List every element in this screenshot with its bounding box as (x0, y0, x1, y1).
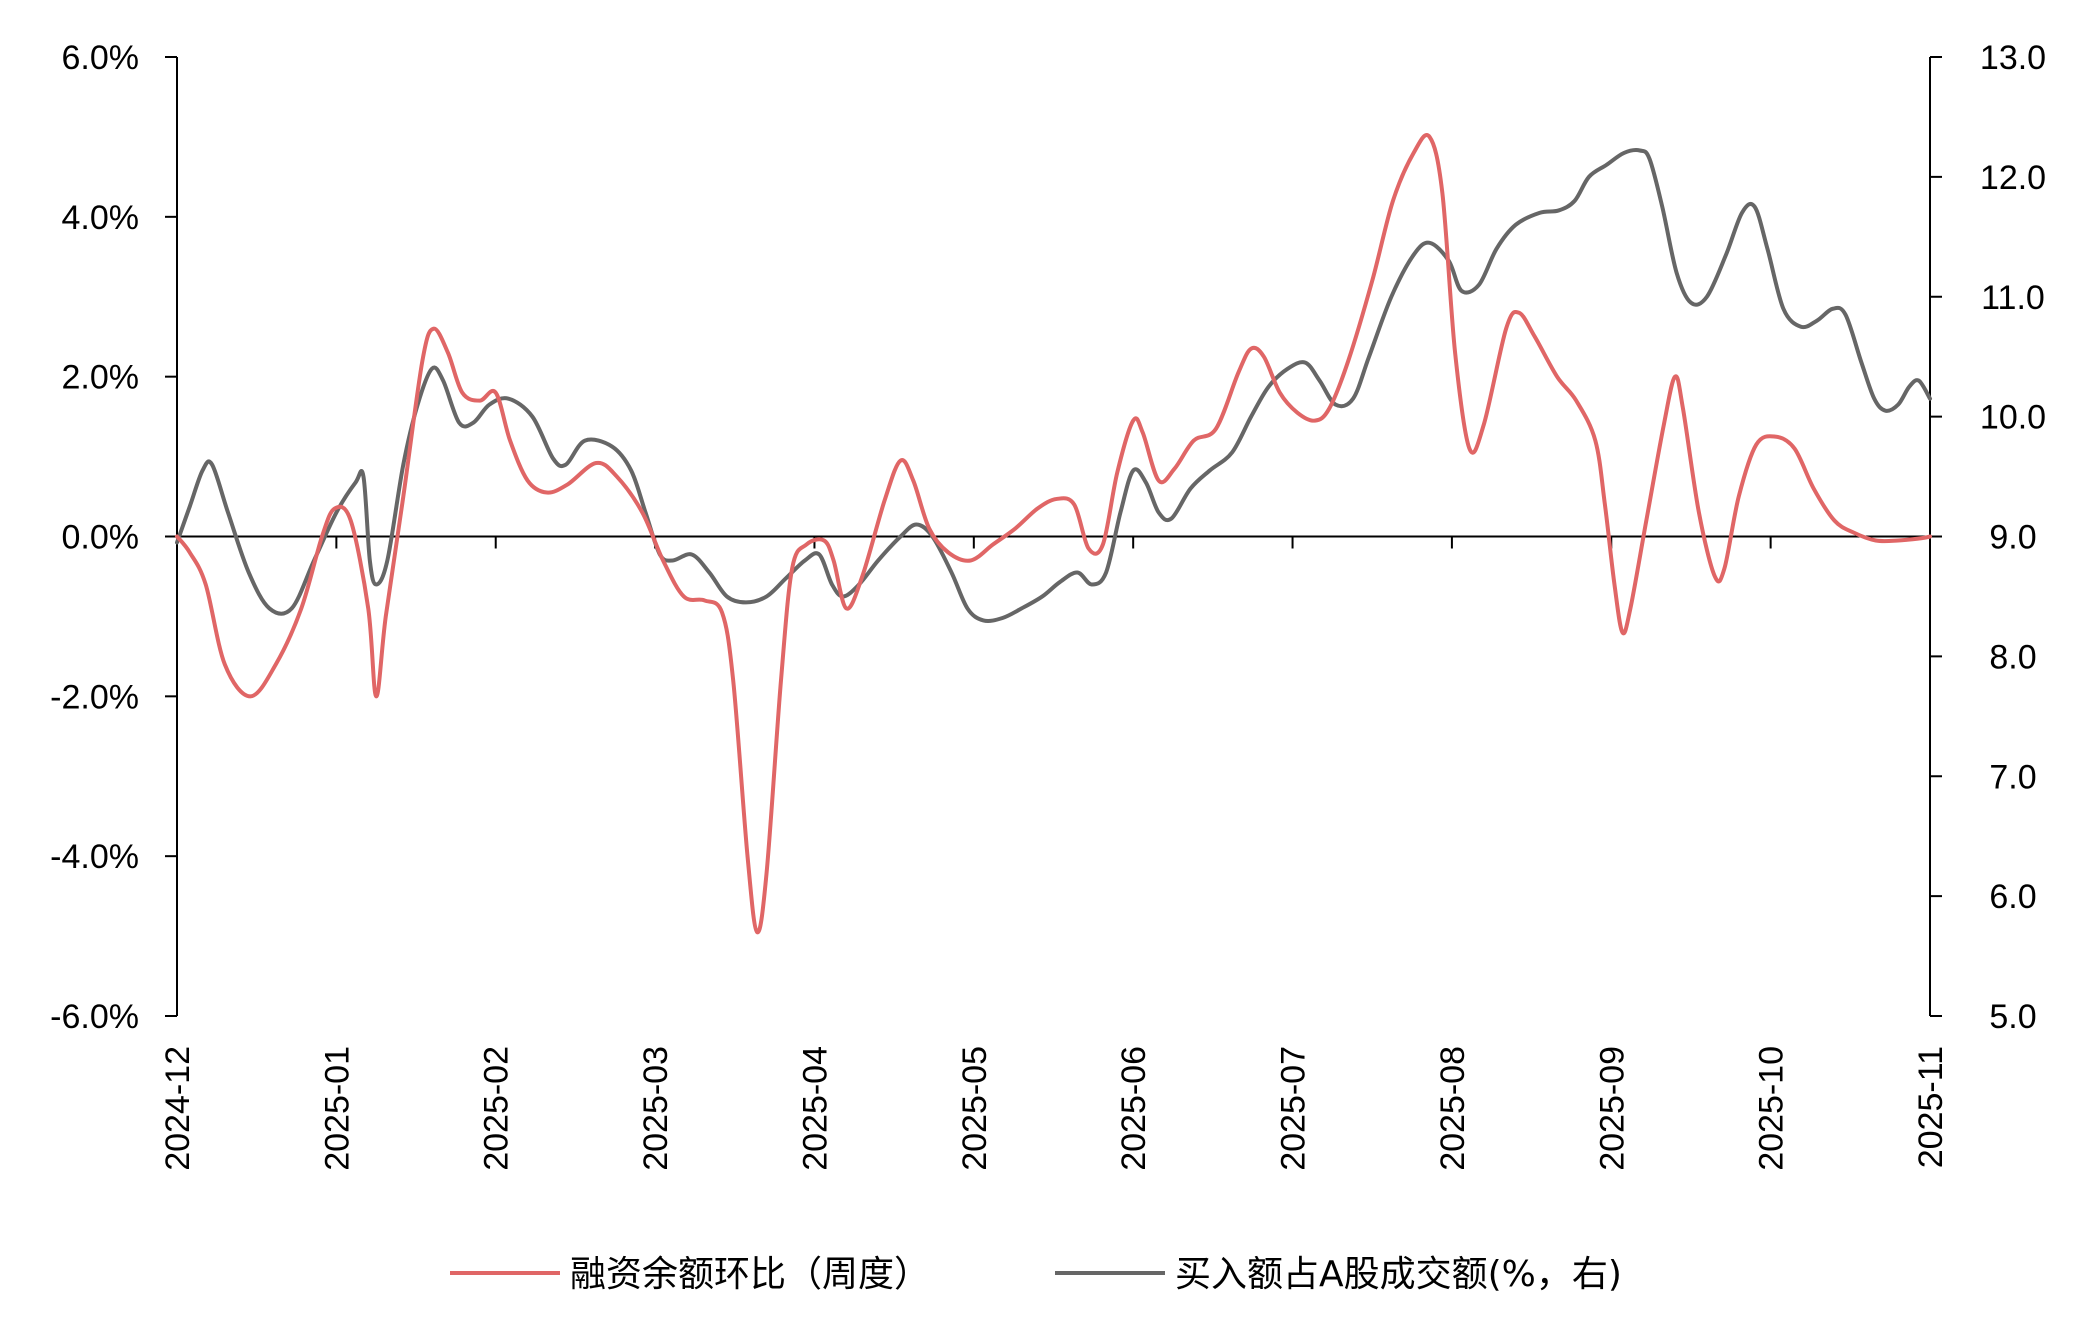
left-tick-label: 6.0% (62, 39, 140, 77)
x-tick-label: 2025-09 (1593, 1046, 1631, 1171)
x-tick-label: 2025-06 (1115, 1046, 1153, 1171)
left-tick-label: -4.0% (50, 838, 139, 876)
left-tick-label: 2.0% (62, 359, 140, 397)
x-tick-label: 2025-07 (1275, 1046, 1313, 1171)
x-tick-label: 2025-10 (1753, 1046, 1791, 1171)
right-tick-label: 8.0 (1989, 638, 2036, 676)
x-tick-label: 2025-01 (318, 1046, 356, 1171)
right-tick-label: 5.0 (1989, 998, 2036, 1036)
x-tick-label: 2025-05 (956, 1046, 994, 1171)
right-tick-label: 6.0 (1989, 878, 2036, 916)
x-tick-label: 2024-12 (159, 1046, 197, 1171)
series-line-financing-change (175, 133, 1932, 935)
legend: 融资余额环比（周度） 买入额占A股成交额(%，右) (450, 1254, 1622, 1295)
right-tick-label: 10.0 (1980, 399, 2046, 437)
x-axis-ticks: 2024-12 2025-01 2025-02 2025-03 2025-04 2025-… (159, 536, 1950, 1171)
right-tick-label: 7.0 (1989, 758, 2036, 796)
left-tick-label: 4.0% (62, 199, 140, 237)
x-tick-label: 2025-08 (1434, 1046, 1472, 1171)
legend-label-buy-share: 买入额占A股成交额(%，右) (1175, 1254, 1622, 1295)
axes (176, 57, 1931, 1016)
legend-label-financing-change: 融资余额环比（周度） (570, 1254, 930, 1295)
x-tick-label: 2025-11 (1912, 1046, 1950, 1168)
x-tick-label: 2025-04 (796, 1046, 834, 1171)
right-tick-label: 11.0 (1981, 279, 2045, 317)
series-layer (175, 133, 1932, 935)
right-tick-label: 9.0 (1989, 519, 2036, 557)
left-axis-ticks: -6.0% -4.0% -2.0% 0.0% 2.0% 4.0% 6.0% (50, 39, 177, 1036)
series-line-buy-share (175, 148, 1932, 623)
right-tick-label: 13.0 (1980, 39, 2046, 77)
x-tick-label: 2025-03 (637, 1046, 675, 1171)
right-axis-ticks: 5.0 6.0 7.0 8.0 9.0 10.0 11.0 12.0 13.0 (1930, 39, 2046, 1036)
left-tick-label: -2.0% (50, 678, 139, 716)
x-tick-label: 2025-02 (478, 1046, 516, 1171)
right-tick-label: 12.0 (1980, 159, 2046, 197)
left-tick-label: 0.0% (62, 519, 140, 557)
left-tick-label: -6.0% (50, 998, 139, 1036)
